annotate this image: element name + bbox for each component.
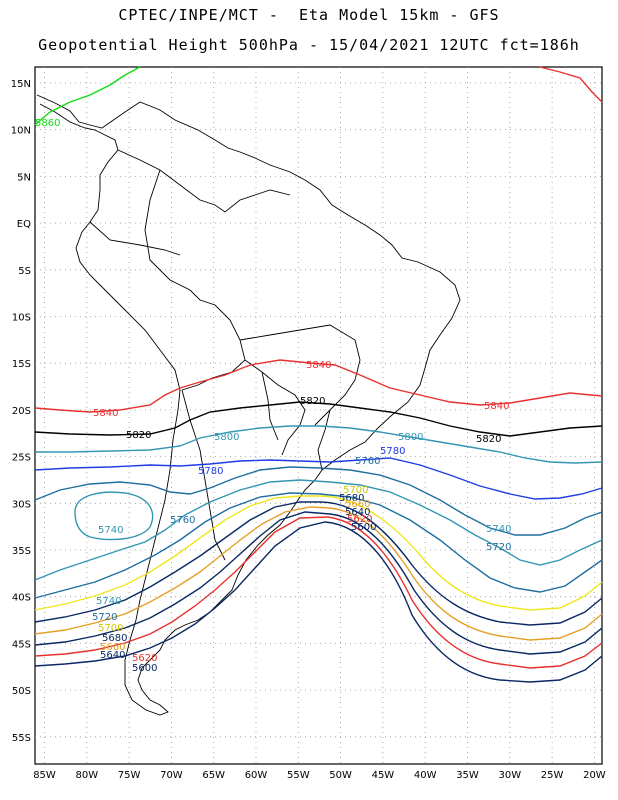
label-5820-central: 5820	[300, 396, 325, 407]
contour-5680	[34, 501, 603, 626]
contour-5760	[34, 466, 603, 536]
label-5720-west: 5720	[92, 612, 117, 623]
label-5840-west: 5840	[93, 408, 118, 419]
label-5760-east: 5760	[355, 456, 380, 467]
map-title-line-1: CPTEC/INPE/MCT - Eta Model 15km - GFS	[118, 6, 500, 24]
label-5680-west: 5680	[102, 633, 127, 644]
lon-tick-label: 55W	[287, 770, 310, 781]
contour-5800	[35, 425, 603, 464]
label-5600-west: 5600	[132, 663, 157, 674]
lat-tick-label: 40S	[12, 593, 31, 604]
label-5820-east: 5820	[476, 434, 501, 445]
south-america-coastline	[36, 94, 461, 716]
label-5660-east: 5660	[345, 499, 370, 510]
label-5820-west: 5820	[126, 430, 151, 441]
contour-5720	[34, 492, 603, 599]
lon-tick-label: 40W	[414, 770, 437, 781]
lon-tick-label: 65W	[202, 770, 225, 781]
lat-tick-label: EQ	[17, 219, 31, 230]
contour-5840	[34, 359, 603, 413]
contour-5780	[34, 457, 603, 500]
label-5760-west: 5760	[170, 515, 195, 526]
lat-tick-label: 10N	[11, 126, 31, 137]
label-5740-west: 5740	[96, 596, 121, 607]
lat-tick-label: 25S	[12, 453, 31, 464]
map-title-line-2: Geopotential Height 500hPa - 15/04/2021 …	[38, 36, 580, 54]
contour-5640	[34, 511, 603, 655]
label-5600-east: 5600	[351, 522, 376, 533]
label-5840-east: 5840	[484, 401, 509, 412]
lon-tick-label: 75W	[118, 770, 141, 781]
contour-5860	[34, 66, 141, 126]
contour-5660	[34, 506, 603, 641]
lon-tick-label: 30W	[498, 770, 521, 781]
contour-5740-closed	[74, 491, 154, 541]
lat-tick-label: 20S	[12, 406, 31, 417]
lat-lon-grid	[35, 67, 602, 764]
contour-5600	[34, 521, 603, 683]
lat-tick-label: 35S	[12, 546, 31, 557]
lon-tick-label: 60W	[245, 770, 268, 781]
contour-labels: 5860 5840 5840 5840 5820 5820 5820 5800 …	[35, 118, 511, 674]
lat-tick-label: 15N	[11, 79, 31, 90]
label-5640-west: 5640	[100, 650, 125, 661]
lat-tick-label: 5S	[18, 266, 31, 277]
label-5700-east: 5700	[343, 485, 368, 496]
lat-tick-label: 45S	[12, 639, 31, 650]
label-5800-east: 5800	[398, 432, 423, 443]
label-5620-west: 5620	[132, 653, 157, 664]
lon-tick-label: 70W	[160, 770, 183, 781]
label-5700-west: 5700	[98, 623, 123, 634]
contour-5740	[34, 479, 603, 581]
label-5640-east: 5640	[345, 507, 370, 518]
lat-tick-label: 55S	[12, 733, 31, 744]
label-5780-west: 5780	[198, 466, 223, 477]
label-5740-closed: 5740	[98, 525, 123, 536]
longitude-tick-labels: 85W 80W 75W 70W 65W 60W 55W 50W 45W 40W 35W 30W 25W 2…	[33, 770, 606, 781]
label-5800-west: 5800	[214, 432, 239, 443]
label-5860: 5860	[35, 118, 60, 129]
label-5780-east: 5780	[380, 446, 405, 457]
lon-tick-label: 80W	[75, 770, 98, 781]
label-5620-east: 5620	[347, 514, 372, 525]
lat-tick-label: 10S	[12, 313, 31, 324]
height-contours	[34, 66, 603, 683]
lon-tick-label: 50W	[329, 770, 352, 781]
lat-tick-label: 15S	[12, 359, 31, 370]
latitude-tick-labels: 15N 10N 5N EQ 5S 10S 15S 20S 25S 30S 35S 40S 45S 50S 5…	[11, 79, 31, 744]
lon-tick-label: 35W	[456, 770, 479, 781]
lon-tick-label: 20W	[583, 770, 606, 781]
contour-5700	[34, 495, 603, 611]
lon-tick-label: 85W	[33, 770, 56, 781]
lat-tick-label: 50S	[12, 686, 31, 697]
label-5720-east: 5720	[486, 542, 511, 553]
label-5840-central: 5840	[306, 360, 331, 371]
label-5660-west: 5660	[100, 642, 125, 653]
contour-5820	[34, 401, 603, 437]
lon-tick-label: 45W	[372, 770, 395, 781]
lat-tick-label: 5N	[17, 172, 31, 183]
label-5680-east: 5680	[339, 493, 364, 504]
label-5740-east: 5740	[486, 524, 511, 535]
lat-tick-label: 30S	[12, 499, 31, 510]
lon-tick-label: 25W	[541, 770, 564, 781]
contour-5620	[34, 516, 603, 669]
contour-5840-ne	[539, 66, 603, 103]
